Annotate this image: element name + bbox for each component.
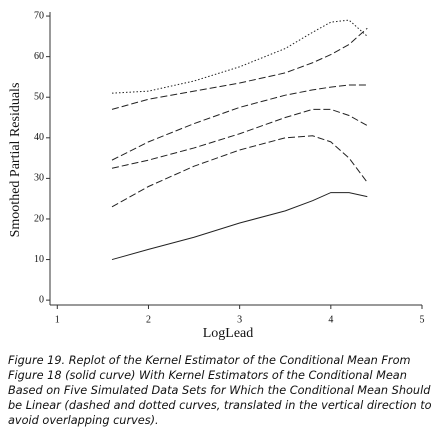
x-tick-label: 2	[146, 314, 151, 325]
line	[111, 27, 368, 110]
y-tick-label: 10	[34, 254, 44, 265]
line	[111, 84, 368, 161]
y-tick-label: 70	[34, 10, 44, 21]
x-axis-label: LogLead	[203, 326, 254, 341]
y-tick-label: 60	[34, 51, 44, 62]
line	[111, 192, 368, 261]
x-tick-label: 1	[55, 314, 60, 325]
line	[111, 19, 368, 94]
y-tick-label: 40	[34, 132, 44, 143]
x-tick-label: 5	[420, 314, 425, 325]
y-axis-label: Smoothed Partial Residuals	[8, 83, 23, 238]
y-tick-label: 0	[39, 294, 44, 305]
y-tick-label: 30	[34, 173, 44, 184]
x-tick-label: 4	[328, 314, 333, 325]
line	[111, 108, 368, 169]
line	[111, 135, 368, 208]
y-tick-label: 50	[34, 92, 44, 103]
caption: Figure 19. Replot of the Kernel Estimato…	[8, 354, 432, 427]
y-tick-label: 20	[34, 213, 44, 224]
chart: LogLead Smoothed Partial Residuals 0 10 20…	[8, 10, 425, 341]
x-tick-label: 3	[237, 314, 242, 325]
